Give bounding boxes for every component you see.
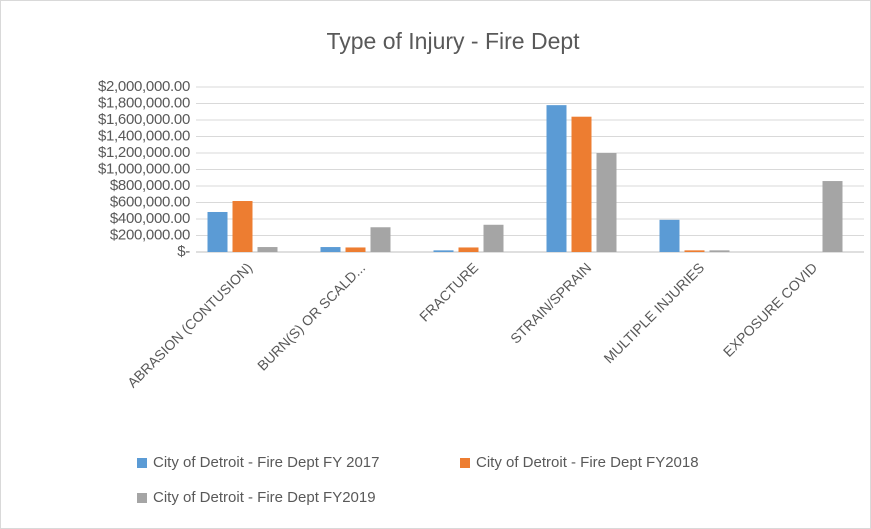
bar [207,211,228,252]
legend-swatch [137,493,147,503]
legend-label: City of Detroit - Fire Dept FY2018 [476,454,699,471]
y-tick-label: $1,600,000.00 [98,111,190,128]
y-tick-label: $2,000,000.00 [98,78,190,95]
y-tick-label: $1,200,000.00 [98,144,190,161]
y-tick-label: $200,000.00 [110,226,190,243]
legend-swatch [460,458,470,468]
bar [659,219,680,252]
bar [596,153,617,252]
bar [483,224,504,252]
bar [571,116,592,252]
y-tick-label: $1,400,000.00 [98,127,190,144]
bar [684,250,705,252]
legend-swatch [137,458,147,468]
bar [370,227,391,252]
legend-label: City of Detroit - Fire Dept FY 2017 [153,454,379,471]
legend-label: City of Detroit - Fire Dept FY2019 [153,489,376,506]
y-tick-label: $800,000.00 [110,177,190,194]
y-tick-label: $400,000.00 [110,210,190,227]
bar [345,247,366,252]
chart-title: Type of Injury - Fire Dept [326,28,580,54]
bar [433,250,454,252]
bar [458,247,479,252]
y-tick-label: $1,000,000.00 [98,160,190,177]
y-tick-label: $- [177,243,190,260]
bar [257,247,278,252]
bar [320,247,341,252]
y-tick-label: $1,800,000.00 [98,94,190,111]
bar [232,201,253,252]
bar [822,181,843,252]
y-tick-label: $600,000.00 [110,193,190,210]
bar [546,105,567,253]
bar [709,250,730,252]
